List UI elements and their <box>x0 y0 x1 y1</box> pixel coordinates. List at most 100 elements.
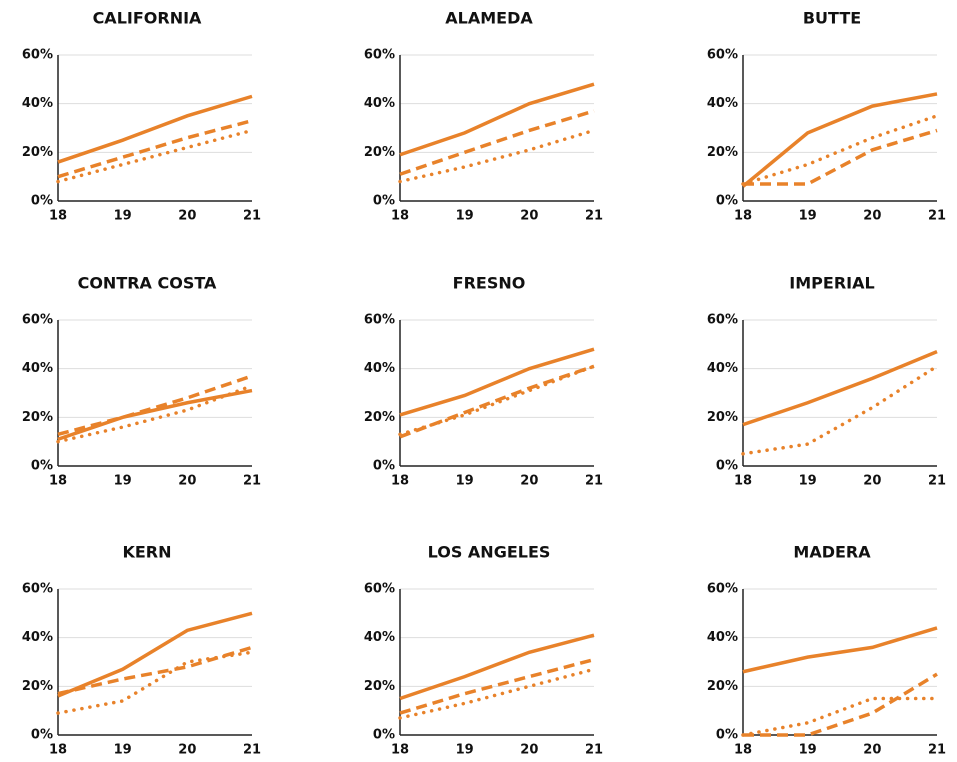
y-tick-label: 0% <box>373 728 395 743</box>
series-line <box>56 128 254 184</box>
x-tick-label: 19 <box>114 743 132 758</box>
x-tick-label: 20 <box>520 474 538 489</box>
x-tick-label: 18 <box>49 743 67 758</box>
y-tick-label: 0% <box>31 459 53 474</box>
series-line <box>399 364 595 439</box>
chart-title: BUTTE <box>803 9 861 28</box>
y-tick-label: 60% <box>364 582 395 597</box>
series-line <box>399 109 595 176</box>
y-tick-label: 0% <box>716 728 738 743</box>
x-tick-label: 18 <box>391 743 409 758</box>
y-tick-label: 20% <box>364 145 395 160</box>
chart-title: LOS ANGELES <box>428 543 551 562</box>
chart-title: FRESNO <box>453 274 526 293</box>
x-tick-label: 18 <box>734 743 752 758</box>
x-tick-label: 19 <box>114 209 132 224</box>
x-tick-label: 18 <box>49 209 67 224</box>
series-line <box>741 696 939 737</box>
series-line <box>741 92 938 188</box>
x-tick-label: 18 <box>734 209 752 224</box>
y-tick-label: 40% <box>22 96 53 111</box>
series-line <box>743 672 938 737</box>
y-tick-label: 0% <box>31 194 53 209</box>
series-line <box>742 350 938 427</box>
y-tick-label: 60% <box>707 313 738 328</box>
y-tick-label: 20% <box>707 410 738 425</box>
y-tick-label: 60% <box>364 313 395 328</box>
y-tick-label: 20% <box>707 679 738 694</box>
x-tick-label: 21 <box>585 209 603 224</box>
y-tick-label: 20% <box>22 145 53 160</box>
chart-title: CONTRA COSTA <box>78 274 217 293</box>
y-tick-label: 40% <box>707 361 738 376</box>
chart-title: IMPERIAL <box>789 274 874 293</box>
x-tick-label: 18 <box>391 209 409 224</box>
x-tick-label: 19 <box>456 743 474 758</box>
y-tick-label: 20% <box>22 679 53 694</box>
y-tick-label: 60% <box>364 48 395 63</box>
y-tick-label: 20% <box>22 410 53 425</box>
y-tick-label: 0% <box>716 459 738 474</box>
x-tick-label: 19 <box>799 743 817 758</box>
x-tick-label: 21 <box>243 209 261 224</box>
y-tick-label: 40% <box>364 361 395 376</box>
y-tick-label: 0% <box>716 194 738 209</box>
series-line <box>57 611 253 698</box>
series-line <box>57 374 253 437</box>
series-line <box>399 82 595 157</box>
x-tick-label: 20 <box>178 209 196 224</box>
x-tick-label: 19 <box>456 209 474 224</box>
series-line <box>57 388 253 441</box>
x-tick-label: 21 <box>928 209 946 224</box>
x-tick-label: 18 <box>734 474 752 489</box>
x-tick-label: 19 <box>799 209 817 224</box>
x-tick-label: 19 <box>456 474 474 489</box>
chart-title: ALAMEDA <box>445 9 533 28</box>
x-tick-label: 21 <box>928 474 946 489</box>
series-line <box>56 383 254 444</box>
x-tick-label: 21 <box>928 743 946 758</box>
y-tick-label: 40% <box>707 630 738 645</box>
y-tick-label: 60% <box>22 313 53 328</box>
y-tick-label: 40% <box>22 361 53 376</box>
y-tick-label: 40% <box>364 630 395 645</box>
series-line <box>57 94 253 164</box>
series-line <box>741 114 939 186</box>
series-line <box>742 626 938 674</box>
series-line <box>56 650 254 715</box>
series-line <box>743 128 938 186</box>
x-tick-label: 19 <box>114 474 132 489</box>
chart-title: CALIFORNIA <box>93 9 202 28</box>
x-tick-label: 18 <box>49 474 67 489</box>
x-tick-label: 21 <box>243 474 261 489</box>
y-tick-label: 40% <box>22 630 53 645</box>
series-line <box>741 364 939 456</box>
x-tick-label: 20 <box>520 209 538 224</box>
y-tick-label: 0% <box>31 728 53 743</box>
x-tick-label: 20 <box>863 743 881 758</box>
series-line <box>399 347 595 417</box>
y-tick-label: 60% <box>22 582 53 597</box>
series-line <box>398 364 596 437</box>
y-tick-label: 60% <box>22 48 53 63</box>
x-tick-label: 20 <box>863 474 881 489</box>
y-tick-label: 40% <box>364 96 395 111</box>
x-tick-label: 21 <box>585 474 603 489</box>
y-tick-label: 20% <box>707 145 738 160</box>
x-tick-label: 20 <box>520 743 538 758</box>
y-tick-label: 40% <box>707 96 738 111</box>
x-tick-label: 20 <box>178 743 196 758</box>
y-tick-label: 0% <box>373 459 395 474</box>
x-tick-label: 20 <box>178 474 196 489</box>
y-tick-label: 20% <box>364 679 395 694</box>
x-tick-label: 20 <box>863 209 881 224</box>
chart-title: MADERA <box>793 543 871 562</box>
series-line <box>399 633 595 701</box>
y-tick-label: 60% <box>707 582 738 597</box>
x-tick-label: 18 <box>391 474 409 489</box>
x-tick-label: 21 <box>585 743 603 758</box>
y-tick-label: 0% <box>373 194 395 209</box>
x-tick-label: 21 <box>243 743 261 758</box>
